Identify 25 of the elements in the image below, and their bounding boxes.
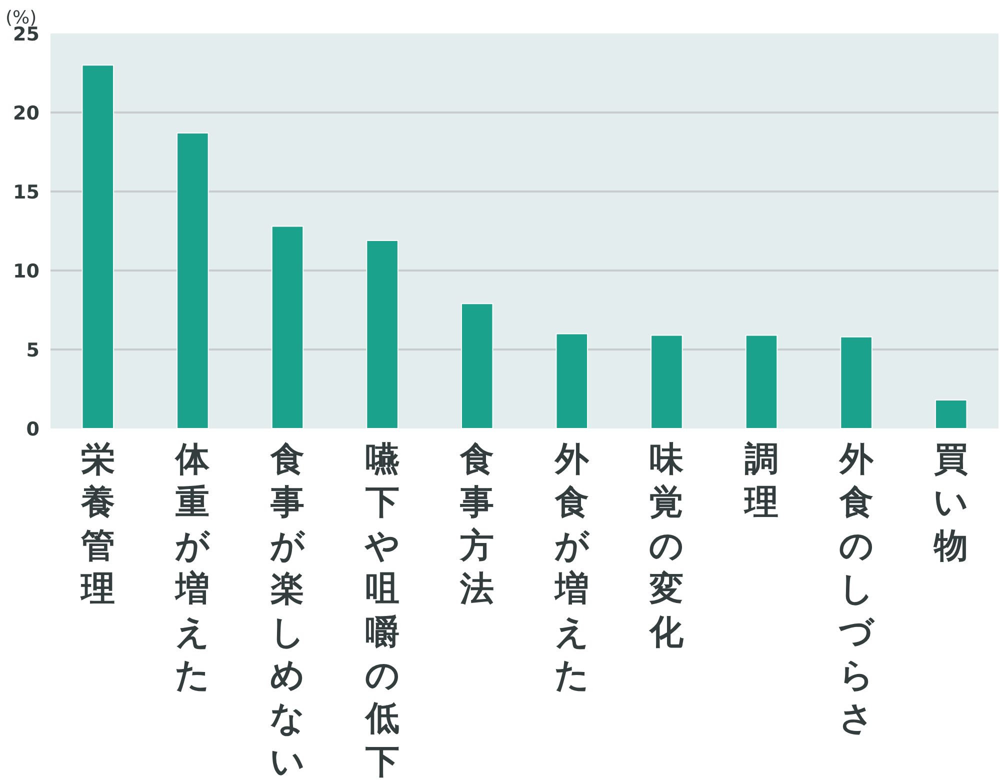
y-tick-label: 5 — [26, 340, 40, 362]
x-tick-label: 調理 — [744, 440, 778, 523]
bar — [460, 303, 494, 428]
x-tick-label: 食事が楽しめない — [270, 440, 306, 782]
bar — [271, 226, 304, 428]
bar — [745, 334, 778, 428]
bar — [366, 240, 398, 428]
y-tick-label: 20 — [13, 102, 40, 124]
bar — [176, 132, 209, 428]
x-tick-label: 買い物 — [933, 440, 969, 566]
bar — [840, 336, 872, 428]
y-tick-label: 10 — [13, 260, 40, 282]
x-tick-label: 外食のしづらさ — [838, 440, 875, 739]
y-tick-label: 0 — [26, 418, 40, 440]
y-tick-label: 15 — [13, 182, 40, 204]
bar — [556, 333, 588, 428]
x-tick-label: 栄養管理 — [80, 440, 115, 610]
x-tick-label: 体重が増えた — [174, 440, 212, 696]
bar — [934, 400, 968, 428]
bar — [82, 64, 114, 428]
x-tick-label: 嚥下や咀嚼の低下 — [363, 440, 400, 782]
x-tick-label: 食事方法 — [459, 440, 494, 610]
x-tick-label: 味覚の変化 — [648, 440, 685, 652]
bar — [650, 334, 683, 428]
x-tick-label: 外食が増えた — [552, 440, 590, 696]
